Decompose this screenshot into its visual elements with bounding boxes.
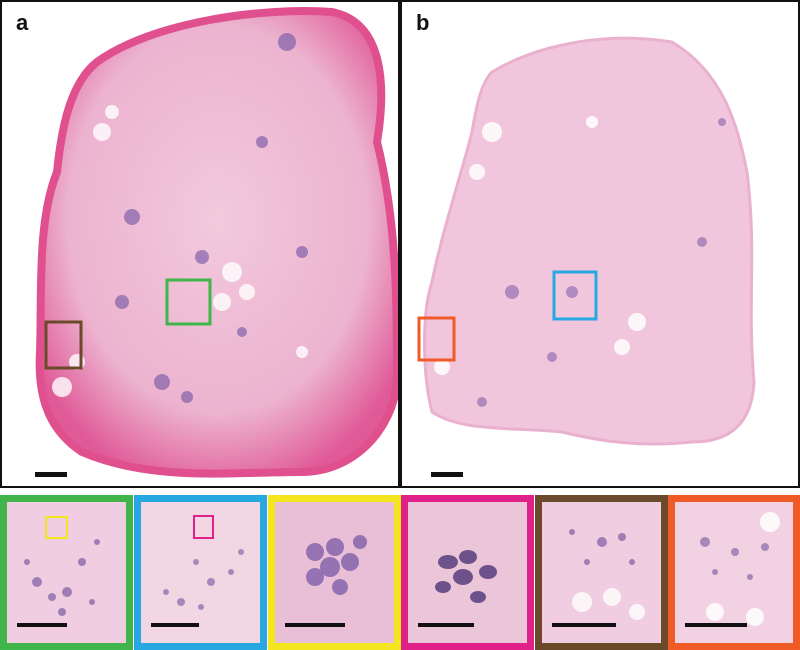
inset-orange [668,495,800,650]
histology-slide-b [417,36,756,446]
inset-scale-bar [17,623,67,627]
roi-box-green [165,278,212,326]
scale-bar-a [35,472,67,477]
panel-label-a: a [16,10,29,35]
panel-label-b: b [416,10,430,35]
panel-a: a [0,0,400,488]
inset-scale-bar [685,623,747,627]
inset-scale-bar [285,623,345,627]
inset-yellow [268,495,401,650]
tissue-section-b [423,36,756,446]
roi-box-magenta [193,515,214,539]
inset-scale-bar [418,623,474,627]
inset-green [0,495,133,650]
inset-scale-bar [151,623,199,627]
panel-b: b [400,0,800,488]
roi-box-yellow [45,516,68,539]
tissue-section-a [35,7,398,478]
inset-scale-bar [552,623,616,627]
inset-blue [134,495,267,650]
inset-magenta [401,495,534,650]
inset-brown [535,495,668,650]
histology-slide-a [35,7,398,478]
roi-box-orange [417,316,456,362]
roi-box-brown [44,320,83,370]
roi-box-blue [552,270,598,321]
scale-bar-b [431,472,463,477]
